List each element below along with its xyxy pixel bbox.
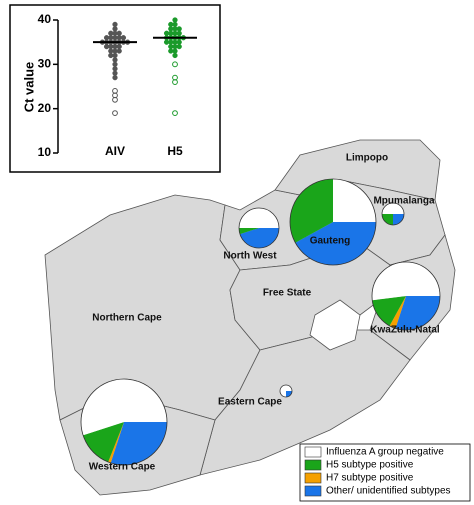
data-point <box>116 43 122 50</box>
pie-outline <box>289 178 377 266</box>
data-point <box>108 30 114 36</box>
pie-slice <box>108 422 124 463</box>
y-tick-label: 40 <box>38 12 52 26</box>
lesotho-shape <box>309 299 361 351</box>
data-point <box>112 96 118 103</box>
y-tick-label: 30 <box>38 57 52 71</box>
data-point <box>112 61 118 67</box>
region-label: North West <box>223 251 277 262</box>
pie-slice <box>280 385 292 397</box>
pie-slice <box>110 422 167 465</box>
inset-plot: 10 20 30 40 Ct value AIV H5 <box>21 12 197 159</box>
data-point <box>112 57 118 63</box>
legend-label: H7 subtype positive <box>326 473 414 484</box>
pies <box>80 178 441 466</box>
legend: Influenza A group negative H5 subtype pos… <box>304 446 451 497</box>
data-point <box>176 39 182 45</box>
pie-outline <box>80 378 168 466</box>
pie-slice <box>239 208 279 228</box>
legend-frame <box>299 443 471 502</box>
data-point <box>172 52 178 59</box>
y-axis-label: Ct value <box>21 62 36 113</box>
data-point <box>176 30 182 36</box>
pie-outline <box>371 261 441 331</box>
legend-swatch <box>304 472 322 484</box>
data-point <box>168 26 174 32</box>
x-tick-label: H5 <box>167 144 183 158</box>
legend-label: Other/ unidentified subtypes <box>326 486 451 497</box>
pie-outline <box>238 207 280 249</box>
pie-slice <box>389 296 406 329</box>
region-label: Northern Cape <box>92 313 162 324</box>
data-point <box>120 35 127 41</box>
region-label: Western Cape <box>89 462 156 473</box>
pie-slice <box>286 391 292 397</box>
data-point <box>168 21 174 28</box>
data-point <box>163 39 170 45</box>
legend-label: Influenza A group negative <box>326 447 444 458</box>
legend-swatch <box>304 459 322 471</box>
x-tick-label: AIV <box>105 144 125 158</box>
pie-slice <box>239 228 279 248</box>
data-point <box>112 74 118 81</box>
data-point <box>176 43 182 50</box>
y-tick-label: 20 <box>38 101 52 115</box>
data-point <box>112 110 118 116</box>
data-point <box>168 48 174 54</box>
region-labels: Limpopo Mpumalanga Gauteng North West Fr… <box>89 153 440 473</box>
pie-slice <box>382 214 393 225</box>
pie-outline <box>279 384 293 398</box>
pie-slice <box>80 379 167 436</box>
data-point <box>176 26 182 32</box>
region-label: Free State <box>263 288 312 299</box>
pie-slice <box>395 296 440 330</box>
pie-slice <box>290 179 333 243</box>
data-point <box>172 79 178 85</box>
data-point <box>172 17 178 23</box>
pie-slice <box>372 262 440 301</box>
region-label: Limpopo <box>346 153 388 164</box>
region-label: KwaZulu-Natal <box>370 325 440 336</box>
pie-slice <box>295 222 376 265</box>
data-point <box>168 43 174 50</box>
data-point <box>112 70 118 76</box>
pie-slice <box>393 214 404 225</box>
region-label: Eastern Cape <box>218 397 282 408</box>
region-label: Gauteng <box>310 236 351 247</box>
data-point <box>172 61 178 68</box>
data-point <box>103 35 110 41</box>
legend-label: H5 subtype positive <box>326 460 414 471</box>
pie-slice <box>382 203 404 214</box>
data-point <box>112 66 118 72</box>
data-point <box>163 30 170 36</box>
data-point <box>172 110 178 116</box>
data-point <box>103 43 110 50</box>
pie-outline <box>381 202 405 226</box>
legend-swatch <box>304 485 322 497</box>
pie-slice <box>239 228 259 235</box>
data-point <box>112 26 118 32</box>
legend-swatch <box>304 446 322 458</box>
data-point <box>108 52 114 59</box>
data-point <box>116 30 122 36</box>
y-tick-label: 10 <box>38 145 52 159</box>
data-point <box>116 48 122 54</box>
data-point <box>112 21 118 28</box>
pie-slice <box>333 179 376 222</box>
data-point <box>108 48 114 54</box>
region-label: Mpumalanga <box>373 196 435 207</box>
